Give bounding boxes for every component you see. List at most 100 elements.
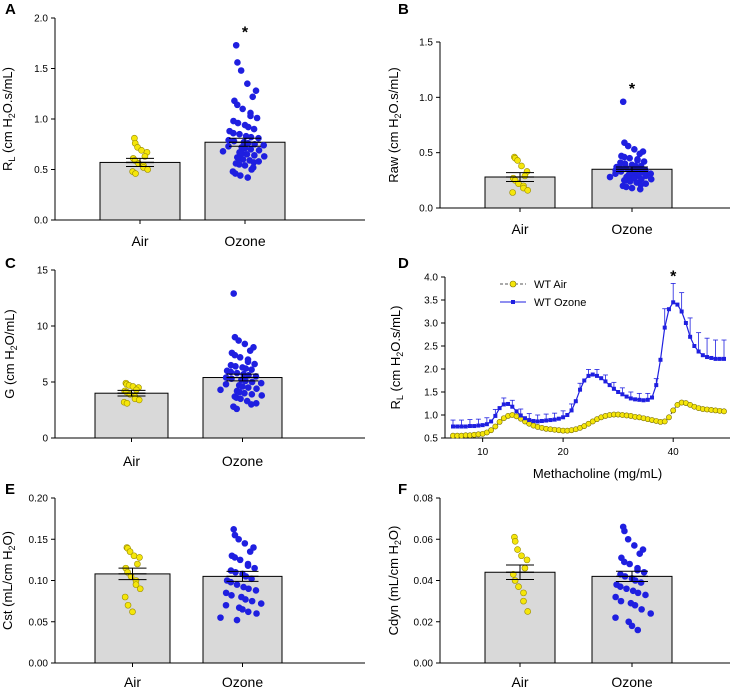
x-tick-label-ozone: Ozone	[222, 674, 263, 690]
y-tick-label: 0.05	[29, 617, 49, 628]
data-point-air	[141, 153, 149, 160]
data-point-wt-ozone	[455, 424, 460, 429]
data-point-ozone	[621, 527, 628, 535]
y-tick-label: 0.15	[29, 535, 49, 546]
data-point-wt-ozone	[683, 321, 688, 325]
data-point-ozone	[239, 606, 246, 613]
data-point-ozone	[244, 562, 252, 569]
data-point-air	[514, 157, 521, 164]
data-point-ozone	[631, 577, 639, 584]
data-point-ozone	[246, 347, 254, 354]
y-tick-label: 1.0	[419, 93, 433, 104]
data-point-ozone	[628, 622, 636, 630]
panel-label: B	[398, 1, 409, 18]
data-point-wt-ozone	[467, 424, 472, 429]
data-point-ozone	[231, 531, 239, 539]
data-point-ozone	[647, 175, 655, 183]
x-tick-label-air: Air	[123, 453, 140, 469]
y-tick-label: 1.0	[424, 411, 438, 422]
data-point-air	[524, 608, 532, 615]
data-point-wt-ozone	[607, 383, 612, 388]
data-point-ozone	[222, 589, 230, 597]
data-point-ozone	[258, 392, 266, 399]
legend-marker-wt-air	[509, 280, 517, 288]
data-point-ozone	[251, 360, 258, 368]
x-tick-label-ozone: Ozone	[222, 453, 263, 469]
data-point-air	[135, 396, 143, 404]
data-point-wt-ozone	[484, 422, 489, 427]
data-point-air	[515, 583, 522, 590]
y-tick-label: 0.08	[414, 494, 434, 505]
data-point-ozone	[233, 369, 241, 377]
y-axis-label: G (cm H2O/mL)	[2, 309, 19, 399]
bar-air	[94, 573, 171, 664]
data-point-ozone	[612, 614, 619, 621]
data-point-ozone	[222, 601, 230, 609]
data-point-wt-ozone	[518, 413, 523, 418]
data-point-ozone	[237, 67, 245, 74]
y-tick-label: 0.5	[419, 148, 433, 159]
data-point-wt-ozone	[641, 398, 646, 403]
data-point-ozone	[631, 601, 639, 609]
data-point-ozone	[244, 174, 252, 181]
significance-star: *	[242, 24, 249, 41]
y-axis-label: Cst (mL/cm H2O)	[0, 531, 17, 630]
data-point-air	[509, 189, 516, 196]
data-point-wt-ozone	[717, 356, 722, 361]
data-point-wt-ozone	[700, 353, 705, 358]
data-point-ozone	[241, 540, 249, 547]
data-point-ozone	[239, 156, 247, 163]
data-point-wt-ozone	[552, 417, 557, 422]
data-point-ozone	[244, 80, 251, 87]
data-point-ozone	[637, 579, 645, 586]
data-point-air	[523, 556, 531, 564]
data-point-wt-ozone	[539, 418, 544, 423]
data-point-wt-ozone	[480, 423, 485, 428]
data-point-wt-ozone	[463, 424, 468, 429]
data-point-wt-ozone	[586, 373, 591, 378]
data-point-ozone	[248, 391, 256, 398]
y-tick-label: 4.0	[424, 273, 438, 284]
data-point-ozone	[636, 150, 644, 158]
data-point-ozone	[626, 560, 633, 568]
data-point-air	[520, 597, 527, 605]
data-point-air	[518, 162, 525, 170]
data-point-air	[132, 581, 140, 588]
data-point-ozone	[622, 183, 630, 191]
data-point-ozone	[257, 600, 265, 607]
legend-label-wt-ozone: WT Ozone	[534, 297, 586, 309]
data-point-ozone	[236, 130, 243, 138]
data-point-wt-ozone	[658, 357, 663, 362]
data-point-ozone	[634, 157, 641, 164]
data-point-ozone	[241, 340, 249, 348]
data-point-wt-ozone	[645, 397, 650, 402]
legend: WT Air WT Ozone	[500, 279, 586, 309]
data-point-wt-ozone	[722, 356, 726, 361]
y-axis-label: Raw (cm H2O.s/mL)	[386, 67, 403, 183]
data-point-ozone	[217, 614, 224, 621]
data-point-ozone	[251, 152, 258, 159]
y-tick-label: 0.5	[424, 434, 438, 445]
y-axis-label: RL (cm H2O.s/mL)	[0, 67, 17, 171]
data-point-ozone	[631, 146, 638, 153]
data-point-ozone	[631, 542, 638, 549]
data-point-wt-ozone	[535, 419, 540, 424]
data-point-ozone	[245, 123, 252, 131]
data-point-wt-ozone	[654, 383, 659, 388]
data-point-ozone	[612, 593, 619, 601]
data-point-wt-ozone	[556, 416, 561, 421]
data-point-ozone	[617, 583, 624, 590]
legend-marker-wt-ozone	[511, 300, 515, 304]
data-point-wt-ozone	[569, 408, 574, 413]
data-point-ozone	[230, 290, 237, 297]
panel-c: C G (cm H2O/mL) 0 5 10 15 Air Ozone	[2, 255, 365, 469]
x-tick-label: 10	[477, 447, 489, 458]
data-point-wt-air	[666, 414, 672, 421]
data-point-ozone	[236, 354, 244, 361]
data-point-wt-ozone	[472, 424, 477, 429]
data-point-wt-ozone	[514, 409, 519, 414]
data-point-wt-ozone	[692, 344, 697, 348]
y-tick-label: 2.5	[424, 342, 438, 353]
data-point-ozone	[623, 585, 630, 593]
y-tick-label: 1.5	[424, 388, 438, 399]
